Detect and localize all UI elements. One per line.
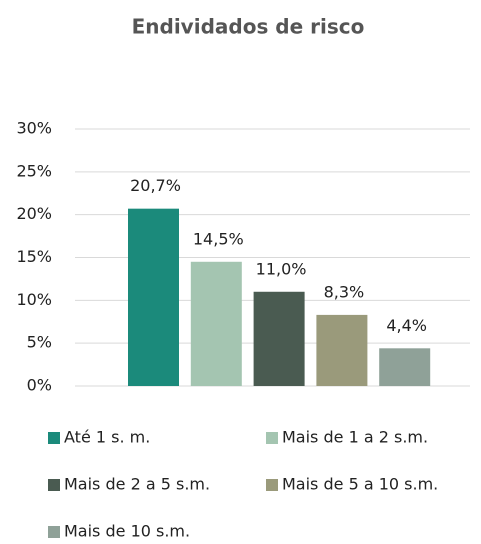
y-tick-label: 10%: [16, 290, 52, 309]
legend-label: Até 1 s. m.: [64, 428, 150, 447]
data-label: 20,7%: [130, 176, 181, 195]
legend-swatch: [266, 479, 278, 491]
y-tick-label: 0%: [27, 376, 52, 395]
data-label: 14,5%: [193, 229, 244, 248]
bar: [253, 291, 305, 386]
legend-label: Mais de 2 a 5 s.m.: [64, 475, 210, 494]
legend-swatch: [48, 432, 60, 444]
legend-swatch: [266, 432, 278, 444]
data-label: 4,4%: [386, 316, 427, 335]
y-tick-label: 30%: [16, 119, 52, 138]
bar: [379, 348, 431, 386]
legend-swatch: [48, 526, 60, 538]
y-tick-label: 25%: [16, 161, 52, 180]
bar: [128, 208, 179, 386]
legend-label: Mais de 10 s.m.: [64, 522, 190, 541]
legend-swatch: [48, 479, 60, 491]
bar: [316, 314, 368, 386]
data-label: 11,0%: [256, 259, 307, 278]
y-tick-label: 5%: [27, 333, 52, 352]
bar: [190, 261, 242, 386]
legend-label: Mais de 1 a 2 s.m.: [282, 428, 428, 447]
y-tick-label: 15%: [16, 247, 52, 266]
data-label: 8,3%: [324, 282, 365, 301]
chart-title: Endividados de risco: [132, 15, 365, 39]
y-tick-label: 20%: [16, 204, 52, 223]
legend-label: Mais de 5 a 10 s.m.: [282, 475, 438, 494]
